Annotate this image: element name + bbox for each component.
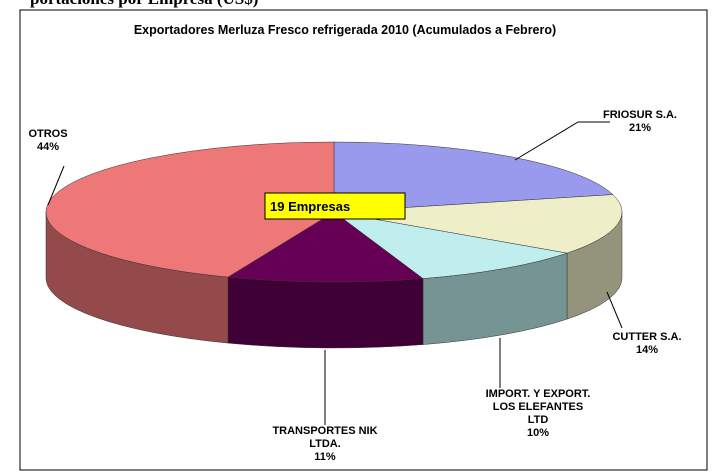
leader-line	[47, 165, 65, 206]
pie-slice	[45, 141, 335, 278]
annotation-box	[264, 192, 406, 220]
data-label: 11%	[314, 451, 336, 463]
leader-line	[514, 121, 610, 161]
page-heading: portaciones por Empresa (US$)	[30, 0, 258, 8]
slice-label-line: IMPORT. Y EXPORT.	[486, 388, 591, 400]
slice-label-line: CUTTER S.A.	[612, 331, 681, 343]
data-label: 10%	[527, 427, 549, 439]
chart-title: Exportadores Merluza Fresco refrigerada …	[134, 23, 556, 37]
pie-slice	[227, 211, 424, 283]
slice-label: FRIOSUR S.A.	[603, 109, 677, 121]
data-label: 21%	[629, 122, 651, 134]
slice-label: IMPORT. Y EXPORT. LOS ELEFANTES LTD	[486, 388, 591, 426]
pie-side	[227, 276, 424, 349]
slice-label: TRANSPORTES NIK LTDA.	[272, 425, 377, 450]
slice-label-line: OTROS	[28, 128, 67, 140]
data-label: 44%	[37, 141, 59, 153]
slice-label-line: FRIOSUR S.A.	[603, 109, 677, 121]
slice-label: OTROS	[28, 128, 67, 140]
slice-label-line: LOS ELEFANTES	[493, 401, 583, 413]
pie-slice	[333, 194, 623, 254]
leader-line	[606, 291, 623, 329]
pie-slice	[333, 211, 568, 279]
slice-label-line: LTD	[528, 414, 549, 426]
slice-label: CUTTER S.A.	[612, 331, 681, 343]
annotation: 19 Empresas	[270, 199, 350, 214]
data-label: 14%	[636, 344, 658, 356]
slice-label-line: LTDA.	[309, 438, 341, 450]
slice-label-line: TRANSPORTES NIK	[272, 425, 377, 437]
